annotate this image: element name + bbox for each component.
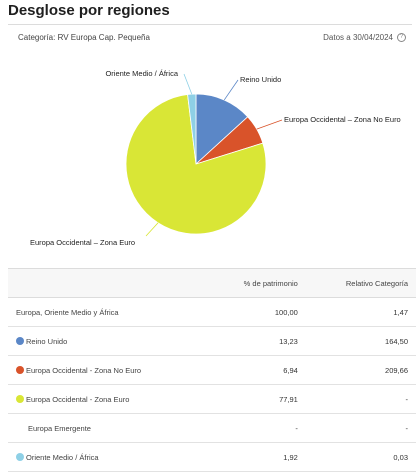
row-name: Europa Occidental - Zona Euro [26, 394, 130, 404]
title-divider [8, 24, 412, 25]
row-relativo: 164,50 [305, 326, 416, 356]
header-region [8, 268, 207, 298]
pie-slice [187, 93, 197, 165]
row-relativo: 209,66 [305, 355, 416, 385]
table-header-row: % de patrimonio Relativo Categoría [8, 268, 416, 298]
row-patrimonio: 13,23 [206, 326, 306, 356]
row-patrimonio: 100,00 [206, 297, 306, 327]
table-row: Oriente Medio / África 1,92 0,03 [8, 442, 416, 472]
row-relativo: - [305, 384, 416, 414]
category-label: Categoría: RV Europa Cap. Pequeña [18, 33, 150, 42]
row-relativo: - [305, 413, 416, 443]
leader-line [145, 222, 159, 237]
row-patrimonio: 6,94 [206, 355, 306, 385]
date-label: Datos a 30/04/2024 [323, 33, 393, 42]
row-relativo: 1,47 [305, 297, 416, 327]
color-dot [16, 365, 24, 374]
pie-slice [195, 93, 249, 165]
header-patrimonio: % de patrimonio [206, 268, 306, 298]
date-info: Datos a 30/04/2024 ? [323, 33, 406, 42]
row-name: Europa Occidental - Zona No Euro [26, 365, 142, 375]
row-relativo: 0,03 [305, 442, 416, 472]
row-name: Reino Unido [26, 336, 68, 346]
leader-line [256, 119, 283, 130]
table-row: Europa Occidental - Zona No Euro 6,94 20… [8, 355, 416, 385]
table-row: Europa Emergente - - [8, 413, 416, 443]
row-name: Europa, Oriente Medio y África [8, 297, 207, 327]
table-row: Reino Unido 13,23 164,50 [8, 326, 416, 356]
row-name: Europa Emergente [8, 413, 207, 443]
color-dot [16, 452, 24, 461]
leader-line [223, 79, 239, 101]
region-table: % de patrimonio Relativo Categoría Europ… [8, 268, 416, 472]
leader-line [183, 73, 193, 95]
row-patrimonio: 77,91 [206, 384, 306, 414]
slice-label: Europa Occidental – Zona Euro [30, 238, 135, 247]
row-name: Oriente Medio / África [26, 452, 99, 462]
row-patrimonio: - [206, 413, 306, 443]
table-row: Europa, Oriente Medio y África 100,00 1,… [8, 297, 416, 327]
info-icon[interactable]: ? [397, 33, 406, 42]
table-row: Europa Occidental - Zona Euro 77,91 - [8, 384, 416, 414]
pie-chart: Reino Unido Europa Occidental – Zona No E… [30, 69, 401, 247]
slice-label: Europa Occidental – Zona No Euro [284, 115, 401, 124]
color-dot [16, 394, 24, 403]
row-patrimonio: 1,92 [206, 442, 306, 472]
section-title: Desglose por regiones [8, 2, 170, 19]
header-relativo: Relativo Categoría [305, 268, 416, 298]
slice-label: Reino Unido [240, 75, 281, 84]
slice-label: Oriente Medio / África [105, 69, 178, 78]
color-dot [16, 336, 24, 345]
